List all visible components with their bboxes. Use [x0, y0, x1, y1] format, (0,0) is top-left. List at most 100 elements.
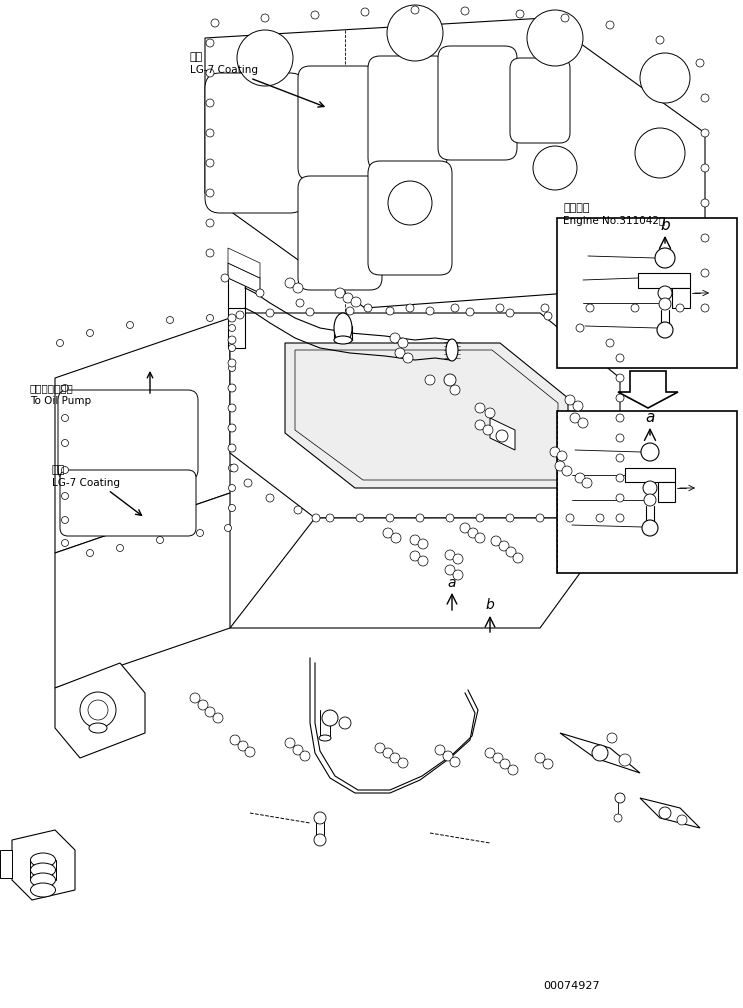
Circle shape	[616, 374, 624, 382]
Circle shape	[300, 751, 310, 761]
Circle shape	[435, 745, 445, 755]
Circle shape	[229, 325, 236, 332]
Circle shape	[224, 524, 232, 531]
Polygon shape	[640, 798, 700, 828]
Text: b: b	[486, 598, 494, 612]
Circle shape	[445, 565, 455, 575]
Circle shape	[533, 146, 577, 190]
Circle shape	[229, 404, 236, 411]
Circle shape	[616, 414, 624, 422]
Circle shape	[213, 713, 223, 723]
Circle shape	[62, 493, 68, 500]
Circle shape	[483, 425, 493, 435]
Circle shape	[62, 539, 68, 546]
Circle shape	[387, 5, 443, 61]
Circle shape	[356, 514, 364, 522]
Circle shape	[475, 403, 485, 413]
Circle shape	[410, 535, 420, 545]
Bar	[557, 411, 737, 573]
Circle shape	[561, 14, 569, 22]
Circle shape	[513, 553, 523, 563]
Circle shape	[386, 514, 394, 522]
Circle shape	[266, 309, 274, 317]
Circle shape	[606, 339, 614, 347]
Ellipse shape	[30, 863, 56, 877]
Circle shape	[575, 473, 585, 483]
Circle shape	[205, 707, 215, 717]
Circle shape	[485, 748, 495, 758]
Circle shape	[451, 304, 459, 312]
Circle shape	[444, 374, 456, 386]
Circle shape	[453, 570, 463, 580]
Circle shape	[461, 7, 469, 15]
Circle shape	[655, 248, 675, 268]
Circle shape	[616, 514, 624, 522]
Circle shape	[658, 286, 672, 300]
Circle shape	[206, 69, 214, 77]
Circle shape	[566, 514, 574, 522]
Circle shape	[361, 8, 369, 16]
Circle shape	[631, 304, 639, 312]
Polygon shape	[560, 733, 640, 773]
Circle shape	[285, 738, 295, 748]
Circle shape	[256, 289, 264, 297]
Circle shape	[383, 528, 393, 538]
Circle shape	[468, 528, 478, 538]
Circle shape	[550, 447, 560, 457]
Circle shape	[410, 551, 420, 561]
Circle shape	[543, 759, 553, 769]
Circle shape	[229, 485, 236, 492]
Circle shape	[536, 514, 544, 522]
Circle shape	[586, 304, 594, 312]
Circle shape	[508, 765, 518, 775]
Ellipse shape	[30, 853, 56, 867]
Ellipse shape	[334, 336, 352, 344]
Circle shape	[500, 759, 510, 769]
FancyBboxPatch shape	[205, 73, 305, 213]
Circle shape	[485, 408, 495, 418]
Circle shape	[582, 478, 592, 488]
Ellipse shape	[334, 313, 352, 343]
Circle shape	[207, 314, 213, 322]
Polygon shape	[658, 482, 675, 502]
Circle shape	[644, 494, 656, 506]
Polygon shape	[285, 343, 568, 488]
Polygon shape	[12, 830, 75, 900]
Circle shape	[619, 754, 631, 766]
FancyBboxPatch shape	[510, 58, 570, 143]
Circle shape	[491, 536, 501, 546]
Circle shape	[229, 345, 236, 352]
Circle shape	[157, 536, 163, 543]
Circle shape	[221, 274, 229, 282]
Circle shape	[696, 59, 704, 67]
Circle shape	[335, 288, 345, 298]
Text: 適用号機: 適用号機	[563, 203, 589, 213]
Circle shape	[228, 444, 236, 452]
Circle shape	[643, 481, 657, 495]
Circle shape	[506, 547, 516, 557]
Circle shape	[228, 336, 236, 344]
Circle shape	[196, 529, 204, 536]
Circle shape	[506, 309, 514, 317]
Polygon shape	[55, 318, 230, 553]
Polygon shape	[625, 468, 675, 482]
Circle shape	[228, 384, 236, 392]
Circle shape	[80, 692, 116, 728]
Text: LG-7 Coating: LG-7 Coating	[190, 65, 258, 75]
Circle shape	[701, 164, 709, 172]
Circle shape	[615, 793, 625, 803]
Polygon shape	[618, 371, 678, 408]
Ellipse shape	[446, 339, 458, 361]
Circle shape	[285, 278, 295, 288]
Circle shape	[640, 53, 690, 103]
Circle shape	[416, 514, 424, 522]
Circle shape	[375, 743, 385, 753]
FancyBboxPatch shape	[58, 390, 198, 480]
Text: Engine No.311042～: Engine No.311042～	[563, 216, 665, 226]
Circle shape	[425, 375, 435, 385]
Circle shape	[206, 159, 214, 167]
Circle shape	[659, 298, 671, 310]
Text: a: a	[448, 576, 456, 590]
Text: To Oil Pump: To Oil Pump	[30, 396, 91, 406]
Text: LG-7 Coating: LG-7 Coating	[52, 478, 120, 488]
